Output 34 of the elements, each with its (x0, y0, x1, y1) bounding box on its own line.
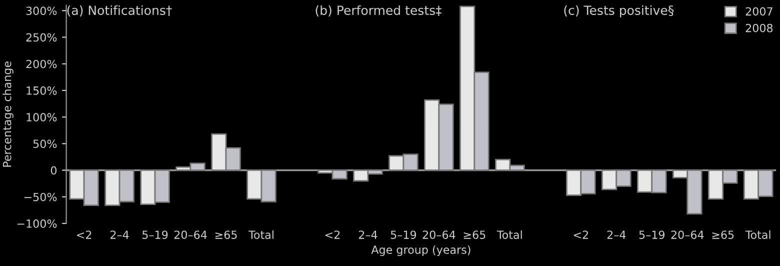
x-tick-label: 5–19 (142, 230, 168, 239)
legend-label: 2008 (746, 24, 773, 32)
annotation: (a) Notifications† (67, 5, 172, 16)
x-tick-label: 20–64 (174, 230, 207, 239)
y-tick-label: 300% (26, 6, 57, 16)
x-tick-label: <2 (574, 230, 588, 239)
x-tick-label: ≥65 (712, 230, 734, 239)
x-tick-label: <2 (77, 230, 92, 239)
x-tick-label: 20–64 (422, 230, 456, 239)
x-tick-label: ≥65 (464, 230, 486, 239)
x-tick-label: Total (248, 230, 274, 239)
y-tick-label: 100% (26, 113, 57, 122)
annotation: (b) Performed tests‡ (316, 5, 442, 16)
x-tick-label: ≥65 (215, 230, 237, 239)
x-tick-label: 5–19 (639, 230, 664, 239)
x-tick-label: Total (496, 230, 522, 239)
x-tick-label: 2–4 (110, 230, 129, 239)
y-tick-label: 50% (33, 140, 57, 148)
x-tick-label: <2 (325, 230, 340, 239)
x-tick-label: 5–19 (390, 230, 416, 239)
annotation: (c) Tests positive§ (564, 5, 674, 18)
y-tick-label: −50% (24, 192, 57, 202)
y-tick-label: 250% (26, 33, 57, 42)
x-axis-title: Age group (years) (371, 245, 470, 256)
x-tick-label: Total (745, 230, 770, 239)
y-tick-label: 0 (50, 166, 57, 175)
legend-label: 2007 (746, 7, 772, 16)
y-tick-label: −100% (17, 219, 57, 228)
x-tick-label: 2–4 (358, 230, 378, 239)
y-axis-title: Percentage change (2, 62, 14, 167)
x-tick-label: 20–64 (671, 230, 704, 239)
y-tick-label: 200% (26, 60, 57, 68)
y-tick-label: 150% (26, 86, 57, 95)
x-tick-label: 2–4 (607, 230, 626, 239)
